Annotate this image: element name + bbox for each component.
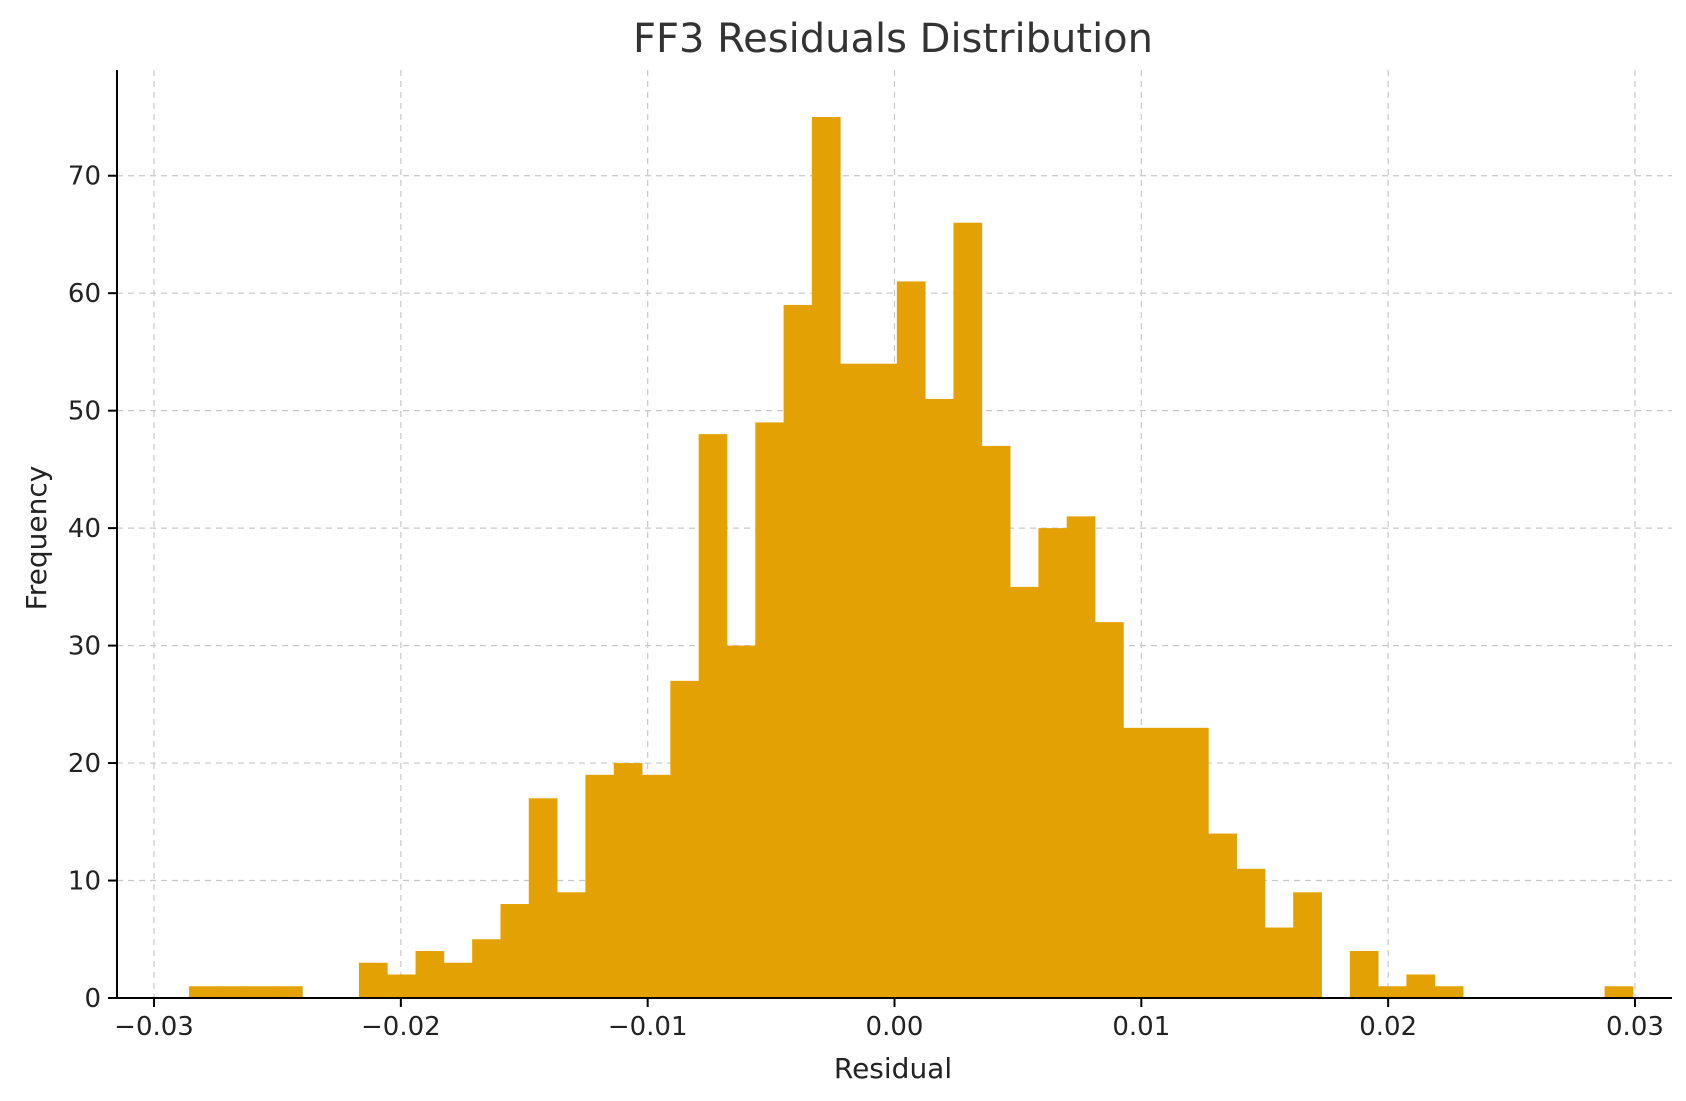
y-tick-label: 30	[68, 632, 101, 662]
y-tick-label: 40	[68, 514, 101, 544]
histogram-bar	[726, 645, 756, 998]
histogram-bar	[274, 986, 303, 998]
y-tick-label: 10	[68, 867, 101, 897]
x-tick-label: −0.02	[361, 1012, 441, 1042]
histogram-bar	[472, 939, 501, 998]
histogram-bar	[1038, 528, 1068, 998]
histogram-bar	[925, 398, 954, 999]
histogram-bar	[1264, 927, 1294, 998]
y-tick-label: 0	[84, 984, 101, 1014]
histogram-bar	[1434, 986, 1464, 998]
histogram-bar	[500, 904, 530, 998]
x-axis-label: Residual	[834, 1052, 952, 1085]
histogram-bar	[585, 774, 615, 998]
y-tick-label: 20	[68, 749, 101, 779]
histogram-bar	[953, 222, 983, 998]
axes-layer: −0.03 −0.02 −0.01 0.00 0.01 0.02 0.03 0 10 20 30 40…	[68, 70, 1672, 1042]
histogram-bar	[613, 763, 643, 998]
y-axis-label: Frequency	[20, 466, 53, 611]
histogram-bar	[896, 281, 926, 999]
grid-layer	[117, 70, 1672, 998]
histogram-bar	[642, 774, 671, 998]
chart-title: FF3 Residuals Distribution	[633, 16, 1153, 62]
histogram-bar	[443, 962, 473, 998]
histogram-bar	[1095, 622, 1124, 998]
histogram-bar	[755, 422, 785, 999]
histogram-bar	[868, 363, 898, 998]
histogram-bar	[1151, 727, 1181, 998]
histogram-bar	[1179, 727, 1209, 998]
histogram-bar	[1378, 986, 1407, 998]
x-tick-label: −0.03	[114, 1012, 194, 1042]
x-tick-label: −0.01	[608, 1012, 688, 1042]
histogram-bar	[1208, 833, 1237, 998]
y-tick-label: 60	[68, 279, 101, 309]
histogram-bar	[670, 680, 700, 998]
histogram-bar	[245, 986, 275, 998]
histogram-bar	[1293, 892, 1322, 998]
histogram-bar	[1236, 868, 1266, 998]
bars-layer	[189, 116, 1634, 999]
x-tick-label: 0.00	[866, 1012, 924, 1042]
x-tick-label: 0.02	[1359, 1012, 1417, 1042]
histogram-bar	[698, 434, 728, 999]
histogram-bar	[1123, 727, 1153, 998]
histogram-bar	[1604, 986, 1634, 998]
histogram-bar	[358, 962, 388, 998]
histogram-bar	[981, 445, 1011, 998]
y-tick-label: 70	[68, 162, 101, 192]
histogram-bar	[1010, 586, 1039, 998]
x-tick-label: 0.03	[1606, 1012, 1664, 1042]
histogram-bar	[189, 986, 218, 998]
histogram-bar	[557, 892, 586, 998]
histogram-bar	[217, 986, 247, 998]
histogram-bar	[415, 951, 445, 998]
x-tick-label: 0.01	[1112, 1012, 1170, 1042]
histogram-bar	[1406, 974, 1436, 998]
y-tick-label: 50	[68, 397, 101, 427]
histogram-bar	[783, 304, 813, 998]
histogram-bar	[1066, 516, 1096, 998]
histogram-bar	[387, 974, 416, 998]
histogram-bar	[840, 363, 869, 998]
histogram-bar	[1349, 951, 1379, 998]
histogram-bar	[528, 798, 558, 998]
histogram-bar	[811, 116, 841, 998]
